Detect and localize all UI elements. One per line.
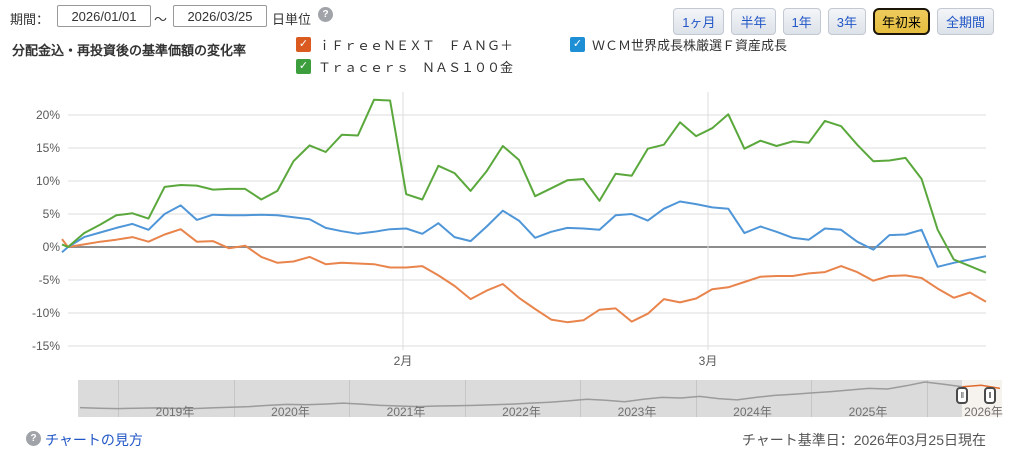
- y-tick-label: 5%: [42, 207, 60, 221]
- timeline-year-gridline: [118, 380, 119, 417]
- legend-column-1: ✓ ｉＦｒｅｅＮＥＸＴ ＦＡＮＧ＋ ✓ Ｔｒａｃｅｒｓ ＮＡＳ１００金: [296, 37, 514, 75]
- chart-guide-link[interactable]: チャートの見方: [45, 432, 143, 448]
- performance-line-chart[interactable]: [0, 0, 1024, 378]
- date-from-input[interactable]: [57, 5, 151, 27]
- timeline-year-gridline: [811, 380, 812, 417]
- timeline-year-gridline: [349, 380, 350, 417]
- legend-label: ＷＣＭ世界成長株厳選Ｆ資産成長: [592, 38, 788, 53]
- timeline-year-gridline: [926, 380, 928, 417]
- legend-column-2: ✓ ＷＣＭ世界成長株厳選Ｆ資産成長: [570, 37, 788, 53]
- range-button-row: 1ヶ月 半年 1年 3年 年初来 全期間: [673, 8, 994, 35]
- timeline-year-gridline: [464, 380, 466, 417]
- legend-label: ｉＦｒｅｅＮＥＸＴ ＦＡＮＧ＋: [318, 38, 514, 53]
- timeline-year-label: 2025年: [848, 405, 888, 419]
- legend-item: ✓ ＷＣＭ世界成長株厳選Ｆ資産成長: [570, 37, 788, 53]
- chart-guide-help-icon[interactable]: ?: [26, 431, 41, 446]
- range-button-半年[interactable]: 半年: [731, 8, 776, 35]
- legend-item: ✓ ｉＦｒｅｅＮＥＸＴ ＦＡＮＧ＋: [296, 37, 514, 53]
- timeline-year-label: 2019年: [155, 405, 195, 419]
- y-tick-label: 15%: [35, 141, 60, 155]
- legend-item: ✓ Ｔｒａｃｅｒｓ ＮＡＳ１００金: [296, 59, 514, 75]
- range-button-全期間[interactable]: 全期間: [936, 8, 994, 35]
- timeline-year-gridline: [233, 380, 235, 417]
- timeline-year-label: 2021年: [386, 405, 426, 419]
- legend-checkbox[interactable]: ✓: [296, 59, 311, 74]
- series-line-iFreeNEXT FANG+: [61, 228, 987, 324]
- y-tick-label: -5%: [38, 273, 60, 287]
- chart-title: 分配金込・再投資後の基準価額の変化率: [12, 43, 247, 58]
- timeline-year-label: 2023年: [617, 405, 657, 419]
- legend-checkbox[interactable]: ✓: [570, 37, 585, 52]
- timeline-year-label: 2024年: [733, 405, 772, 419]
- timeline-year-label: 2026年: [964, 405, 1003, 419]
- unit-label: 日単位: [272, 12, 312, 27]
- legend-label: Ｔｒａｃｅｒｓ ＮＡＳ１００金: [318, 60, 514, 75]
- legend-checkbox[interactable]: ✓: [296, 37, 311, 52]
- y-tick-label: 20%: [35, 108, 60, 122]
- range-button-3年[interactable]: 3年: [827, 8, 866, 35]
- sparkline-segment: [79, 381, 963, 410]
- range-button-1年[interactable]: 1年: [782, 8, 821, 35]
- timeline-year-gridline: [580, 380, 581, 417]
- date-to-input[interactable]: [173, 5, 267, 27]
- timeline-left-handle[interactable]: ‖: [956, 387, 969, 404]
- timeline-year-label: 2022年: [502, 405, 541, 419]
- month-label: 2月: [393, 354, 413, 368]
- series-line-Tracers NAS100金: [61, 98, 987, 274]
- range-button-年初来[interactable]: 年初来: [872, 8, 930, 35]
- series-line-WCM世界成長株厳選F資産成長: [61, 200, 987, 268]
- chart-base-date: チャート基準日：2026年03月25日現在: [741, 432, 986, 448]
- y-tick-label: 0%: [42, 240, 60, 254]
- timeline-year-label: 2020年: [271, 405, 310, 419]
- y-tick-label: -10%: [31, 306, 60, 320]
- range-button-1ヶ月[interactable]: 1ヶ月: [673, 8, 725, 35]
- month-label: 3月: [698, 354, 718, 368]
- timeline-right-handle[interactable]: ‖: [984, 387, 996, 404]
- period-help-icon[interactable]: ?: [318, 7, 333, 22]
- y-tick-label: 10%: [35, 174, 60, 188]
- timeline-year-gridline: [695, 380, 697, 417]
- date-range-separator: ～: [154, 12, 168, 27]
- timeline-range-slider[interactable]: 2019年 2020年 2021年 2022年 2023年 2024年 2025年 2026年…: [78, 380, 1003, 419]
- y-tick-label: -15%: [31, 339, 60, 353]
- period-label: 期間：: [10, 12, 50, 27]
